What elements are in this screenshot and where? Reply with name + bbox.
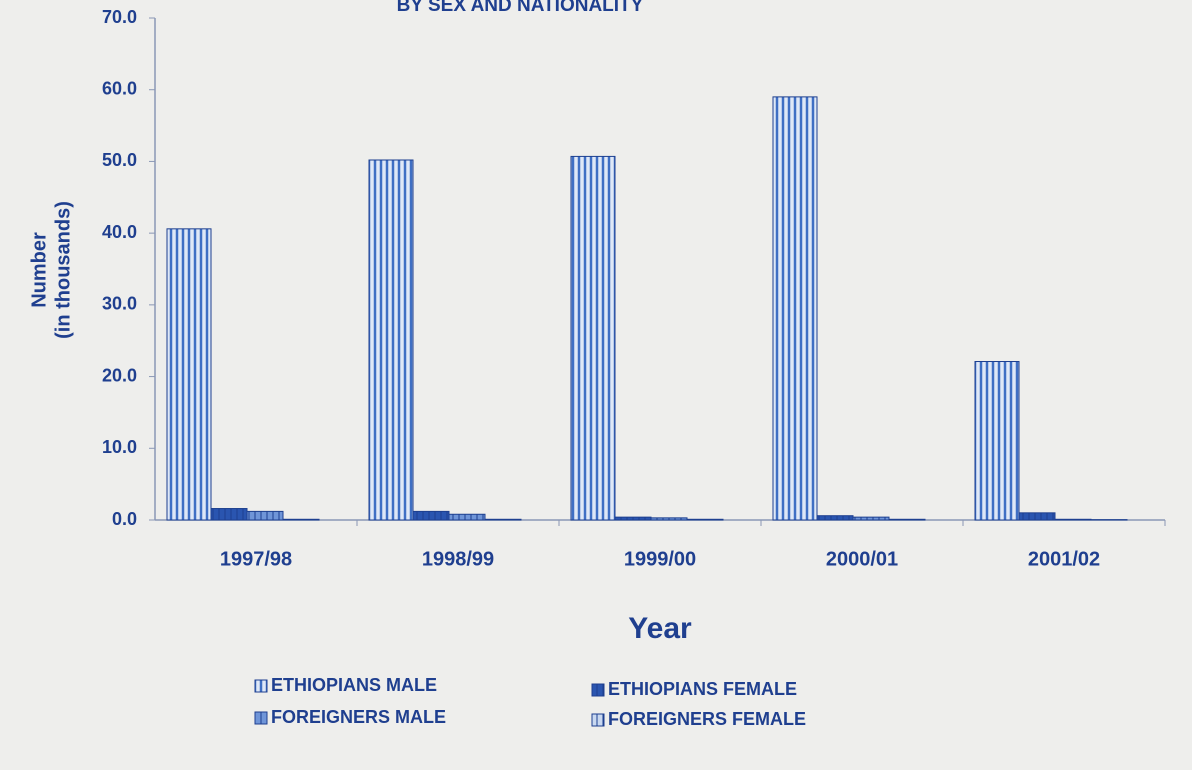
- bar: [211, 509, 247, 520]
- bar: [167, 229, 211, 520]
- y-tick-label: 60.0: [102, 78, 137, 98]
- bar: [485, 519, 521, 520]
- x-tick-label: 1999/00: [624, 548, 696, 570]
- bar: [449, 514, 485, 520]
- y-axis-label: (in thousands): [52, 201, 74, 339]
- bar: [1055, 519, 1091, 520]
- bar: [247, 511, 283, 520]
- bar: [853, 517, 889, 520]
- y-tick-label: 20.0: [102, 365, 137, 385]
- bar: [889, 519, 925, 520]
- legend-swatch: [592, 684, 604, 696]
- y-axis-label: Number: [28, 232, 50, 308]
- legend-swatch: [255, 712, 267, 724]
- legend-label: FOREIGNERS MALE: [271, 707, 446, 727]
- bar: [975, 362, 1019, 520]
- x-tick-label: 1997/98: [220, 548, 292, 570]
- chart-title: BY SEX AND NATIONALITY: [397, 0, 644, 16]
- bar: [817, 516, 853, 520]
- y-tick-label: 10.0: [102, 437, 137, 457]
- x-axis-label: Year: [628, 612, 692, 645]
- legend-swatch: [255, 680, 267, 692]
- y-tick-label: 30.0: [102, 294, 137, 314]
- y-tick-label: 40.0: [102, 222, 137, 242]
- bar: [773, 97, 817, 520]
- legend-label: ETHIOPIANS FEMALE: [608, 679, 797, 699]
- bar: [1019, 513, 1055, 520]
- legend-swatch: [592, 714, 604, 726]
- bar: [615, 517, 651, 520]
- bar: [413, 511, 449, 520]
- bar: [369, 160, 413, 520]
- x-tick-label: 1998/99: [422, 548, 494, 570]
- bar: [571, 156, 615, 520]
- bar: [687, 519, 723, 520]
- legend-label: FOREIGNERS FEMALE: [608, 709, 806, 729]
- y-tick-label: 0.0: [112, 509, 137, 529]
- y-tick-label: 70.0: [102, 7, 137, 27]
- legend-label: ETHIOPIANS MALE: [271, 675, 437, 695]
- bar: [283, 519, 319, 520]
- y-tick-label: 50.0: [102, 150, 137, 170]
- x-tick-label: 2000/01: [826, 548, 898, 570]
- x-tick-label: 2001/02: [1028, 548, 1100, 570]
- bar: [651, 518, 687, 520]
